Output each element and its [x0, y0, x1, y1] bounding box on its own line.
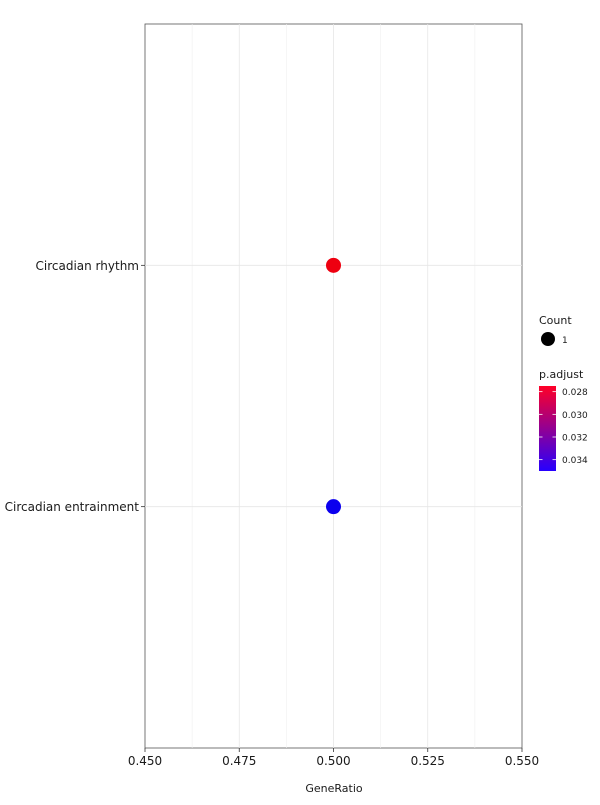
colorbar-tick-label: 0.028: [562, 388, 588, 398]
legend-size-key: [541, 332, 555, 346]
legend: Count 1 p.adjust 0.028 0.030 0.032 0.034: [539, 314, 588, 471]
x-tick-label: 0.500: [316, 754, 350, 768]
colorbar-tick-label: 0.030: [562, 411, 588, 421]
colorbar-tick-label: 0.032: [562, 434, 588, 444]
y-tick-label: Circadian entrainment: [5, 500, 140, 514]
axes: 0.450 0.475 0.500 0.525 0.550 Circadian entra…: [5, 259, 540, 768]
x-tick-label: 0.450: [128, 754, 162, 768]
colorbar-tick-label: 0.034: [562, 456, 588, 466]
x-tick-label: 0.525: [411, 754, 445, 768]
data-point: [326, 257, 341, 273]
legend-colorbar: [539, 386, 556, 471]
legend-size-title: Count: [539, 314, 572, 327]
legend-colorbar-ticks: 0.028 0.030 0.032 0.034: [539, 388, 588, 466]
x-tick-label: 0.475: [222, 754, 256, 768]
x-tick-label: 0.550: [505, 754, 539, 768]
data-point: [326, 499, 341, 515]
legend-color-title: p.adjust: [539, 368, 584, 381]
x-axis-title: GeneRatio: [305, 782, 363, 795]
legend-size-label: 1: [562, 336, 568, 346]
data-points: [326, 257, 341, 515]
y-tick-label: Circadian rhythm: [36, 259, 140, 273]
